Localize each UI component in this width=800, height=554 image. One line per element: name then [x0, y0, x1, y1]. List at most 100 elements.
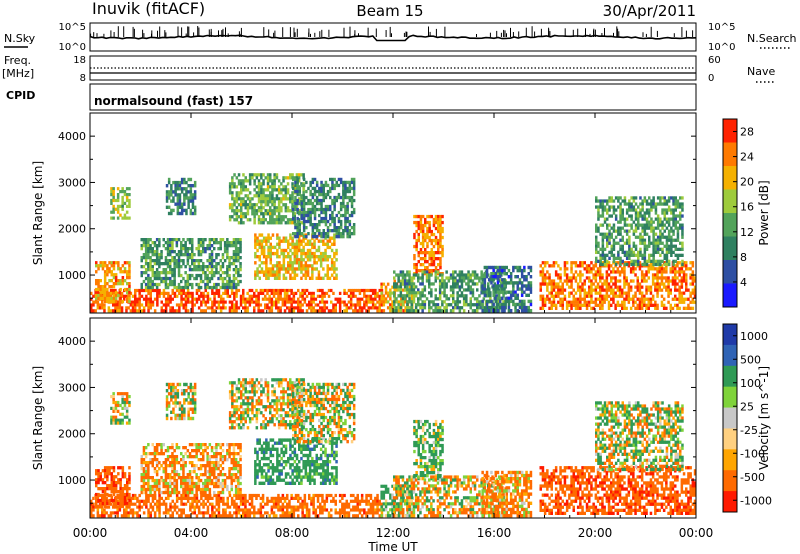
echo-cell	[380, 297, 383, 301]
echo-cell	[408, 294, 411, 298]
echo-cell	[294, 195, 297, 200]
echo-cell	[291, 264, 294, 268]
echo-cell	[638, 291, 642, 295]
echo-cell	[349, 291, 353, 295]
echo-cell	[282, 203, 285, 207]
echo-cell	[570, 279, 573, 283]
echo-cell	[327, 294, 331, 298]
noise-sky-trace	[89, 34, 697, 42]
echo-cell	[286, 291, 289, 295]
echo-cell	[296, 201, 299, 206]
echo-cell	[417, 238, 420, 243]
echo-cell	[634, 217, 638, 221]
echo-cell	[490, 265, 493, 270]
echo-cell	[129, 291, 133, 295]
echo-cell	[616, 270, 620, 274]
echo-cell	[601, 273, 604, 277]
echo-cell	[119, 287, 122, 292]
echo-cell	[643, 297, 646, 301]
echo-cell	[619, 244, 622, 248]
echo-cell	[539, 273, 542, 277]
echo-cell	[627, 288, 631, 292]
echo-cell	[380, 300, 383, 304]
echo-cell	[685, 276, 688, 280]
echo-cell	[334, 309, 337, 313]
echo-cell	[144, 268, 148, 272]
echo-cell	[610, 244, 613, 248]
echo-cell	[188, 238, 192, 242]
echo-cell	[660, 294, 664, 298]
echo-cell	[679, 241, 682, 245]
echo-cell	[123, 190, 127, 194]
echo-cell	[184, 300, 188, 304]
echo-cell	[258, 264, 261, 268]
echo-cell	[158, 253, 161, 257]
echo-cell	[421, 232, 425, 237]
echo-cell	[476, 276, 479, 280]
echo-cell	[197, 265, 201, 269]
echo-cell	[389, 306, 392, 310]
echo-cell	[180, 273, 183, 278]
echo-cell	[503, 305, 506, 310]
echo-cell	[289, 273, 292, 277]
echo-cell	[330, 236, 334, 240]
echo-cell	[389, 309, 392, 313]
echo-cell	[180, 187, 184, 191]
echo-cell	[552, 261, 556, 265]
echo-cell	[264, 306, 267, 310]
echo-cell	[445, 276, 448, 280]
echo-cell	[304, 242, 308, 246]
echo-cell	[300, 213, 304, 218]
echo-cell	[523, 309, 526, 313]
echo-cell	[570, 303, 573, 307]
echo-cell	[324, 216, 328, 221]
echo-cell	[393, 294, 396, 298]
echo-cell	[681, 196, 684, 200]
echo-cell	[311, 270, 314, 274]
echo-cell	[496, 309, 500, 313]
echo-cell	[173, 294, 177, 298]
echo-cell	[612, 291, 615, 295]
echo-cell	[251, 212, 254, 216]
echo-cell	[304, 267, 308, 271]
echo-cell	[656, 267, 659, 271]
echo-cell	[244, 212, 247, 216]
echo-cell	[292, 213, 295, 218]
echo-cell	[625, 253, 629, 257]
echo-cell	[103, 293, 107, 298]
echo-cell	[434, 251, 438, 255]
echo-cell	[628, 202, 631, 206]
echo-cell	[170, 193, 173, 197]
echo-cell	[180, 294, 183, 298]
echo-cell	[352, 303, 355, 307]
echo-cell	[228, 285, 231, 290]
echo-cell	[320, 232, 323, 236]
echo-cell	[447, 276, 451, 280]
echo-cell	[165, 205, 169, 209]
echo-cell	[339, 180, 343, 185]
echo-cell	[599, 285, 602, 289]
echo-cell	[603, 288, 606, 292]
echo-cell	[333, 251, 336, 256]
echo-cell	[507, 302, 511, 307]
echo-cell	[173, 268, 176, 272]
echo-cell	[155, 247, 159, 251]
echo-cell	[309, 207, 312, 212]
echo-cell	[570, 300, 573, 304]
echo-cell	[679, 223, 682, 227]
echo-cell	[239, 241, 242, 245]
echo-cell	[239, 273, 242, 278]
echo-cell	[585, 303, 589, 307]
echo-cell	[391, 291, 394, 295]
echo-cell	[204, 282, 207, 287]
echo-cell	[95, 299, 98, 304]
echo-cell	[235, 206, 239, 210]
echo-cell	[202, 291, 205, 295]
echo-cell	[315, 248, 318, 253]
echo-cell	[103, 273, 107, 277]
echo-cell	[266, 173, 270, 177]
echo-cell	[305, 201, 308, 206]
echo-cell	[354, 294, 357, 298]
echo-cell	[246, 209, 250, 213]
echo-cell	[643, 244, 647, 248]
